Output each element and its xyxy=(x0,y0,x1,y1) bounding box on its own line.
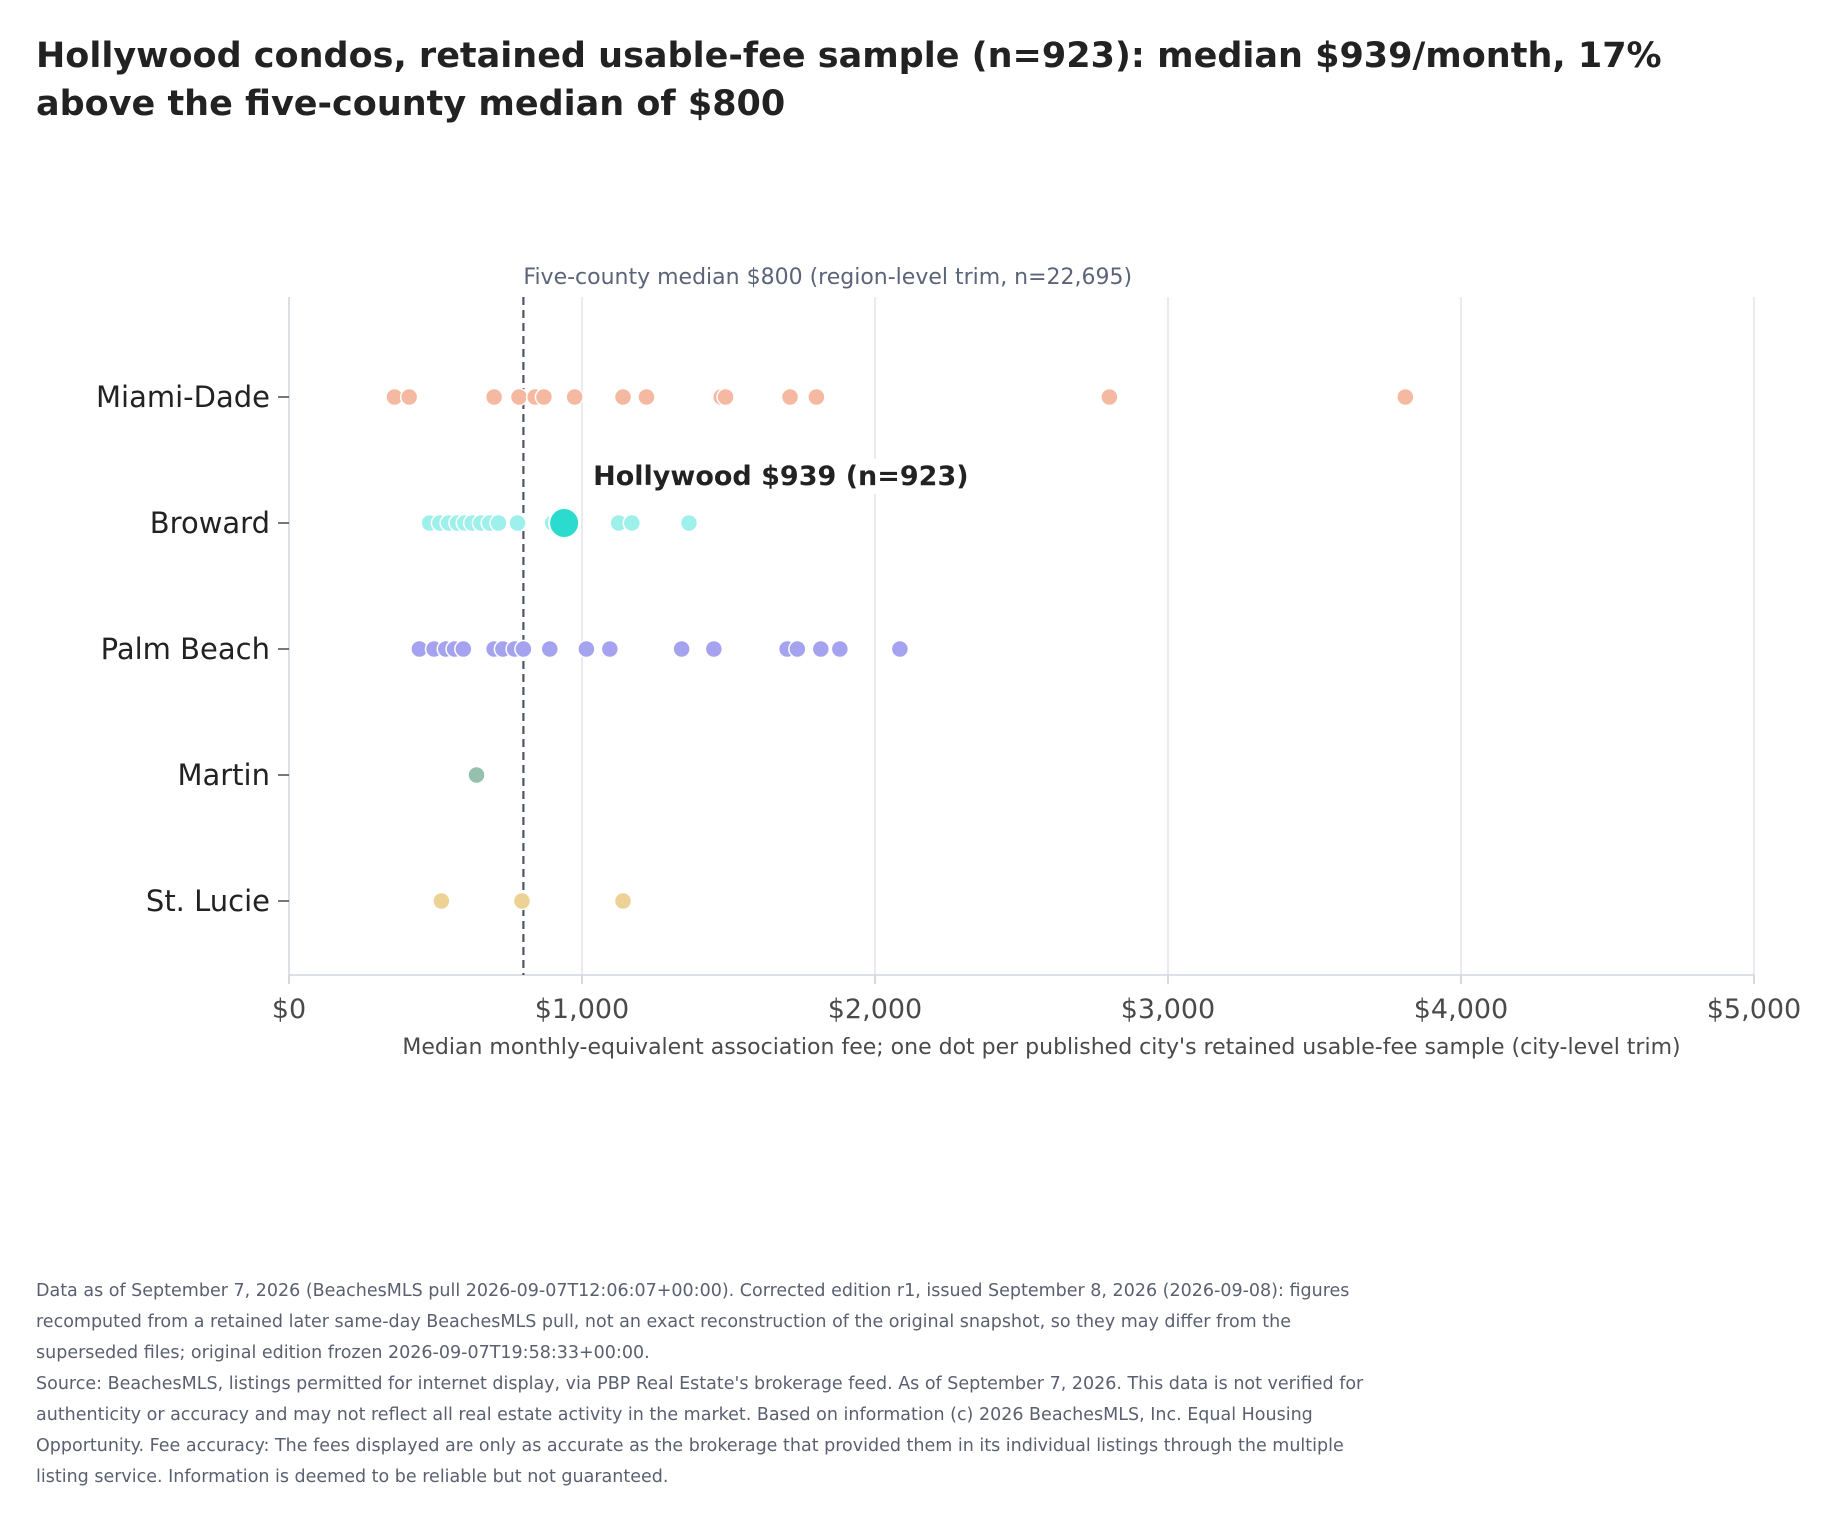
y-category-label: Broward xyxy=(150,506,270,540)
data-point xyxy=(1396,387,1415,407)
x-tick-label: $4,000 xyxy=(1414,994,1508,1025)
data-point xyxy=(512,891,532,911)
data-point xyxy=(509,387,529,407)
data-point xyxy=(637,387,656,407)
data-point xyxy=(811,639,831,659)
data-point xyxy=(577,639,596,659)
x-tick-label: $0 xyxy=(272,994,306,1025)
y-category-label: Palm Beach xyxy=(101,632,270,666)
grid-layer xyxy=(581,297,1755,975)
data-point xyxy=(508,513,527,533)
data-point xyxy=(622,513,642,533)
data-point xyxy=(540,639,560,659)
y-category-label: Martin xyxy=(177,758,270,792)
y-category-label: Miami-Dade xyxy=(96,380,270,414)
x-tick-label: $3,000 xyxy=(1121,994,1215,1025)
data-point xyxy=(780,387,800,407)
data-point xyxy=(454,639,473,659)
x-tick-label: $2,000 xyxy=(828,994,922,1025)
median-reference-label: Five-county median $800 (region-level tr… xyxy=(523,265,1132,290)
chart-title: Hollywood condos, retained usable-fee sa… xyxy=(36,36,1662,124)
data-point xyxy=(830,639,850,659)
data-point xyxy=(484,387,504,407)
reference-layer: Five-county median $800 (region-level tr… xyxy=(522,265,1132,975)
footnote-source: Source: BeachesMLS, listings permitted f… xyxy=(36,1374,1364,1487)
dots-layer xyxy=(385,387,1415,911)
highlight-label: Hollywood $939 (n=923) xyxy=(593,461,968,492)
footnote: Data as of September 7, 2026 (BeachesMLS… xyxy=(36,1276,1396,1493)
x-tick-label: $5,000 xyxy=(1707,994,1801,1025)
labels-layer: Hollywood $939 (n=923) xyxy=(589,459,973,494)
dot-plot-chart: $0 $1,000 $2,000 $3,000 $4,000 $5,000 Miami-Da… xyxy=(96,265,1801,1060)
data-point xyxy=(679,513,699,533)
data-point xyxy=(489,513,508,533)
data-point xyxy=(1100,387,1119,407)
axis-layer: $0 $1,000 $2,000 $3,000 $4,000 $5,000 Miami-Da… xyxy=(96,297,1801,1060)
highlight-point xyxy=(548,507,581,539)
x-axis-title: Median monthly-equivalent association fe… xyxy=(402,1035,1680,1060)
data-point xyxy=(716,387,735,407)
x-tick-label: $1,000 xyxy=(535,994,629,1025)
data-point xyxy=(704,639,724,659)
data-point xyxy=(514,639,533,659)
highlight-label-background xyxy=(589,459,973,494)
data-point xyxy=(807,387,826,407)
y-category-label: St. Lucie xyxy=(146,884,270,918)
data-point xyxy=(890,639,910,659)
data-point xyxy=(399,387,419,407)
data-point xyxy=(672,639,691,659)
data-point xyxy=(565,387,584,407)
data-point xyxy=(432,891,451,911)
data-point xyxy=(613,387,633,407)
data-point xyxy=(613,891,633,911)
data-point xyxy=(600,639,620,659)
data-point xyxy=(788,639,807,659)
data-point xyxy=(534,387,554,407)
data-point xyxy=(467,765,486,785)
footnote-data-note: Data as of September 7, 2026 (BeachesMLS… xyxy=(36,1281,1350,1363)
